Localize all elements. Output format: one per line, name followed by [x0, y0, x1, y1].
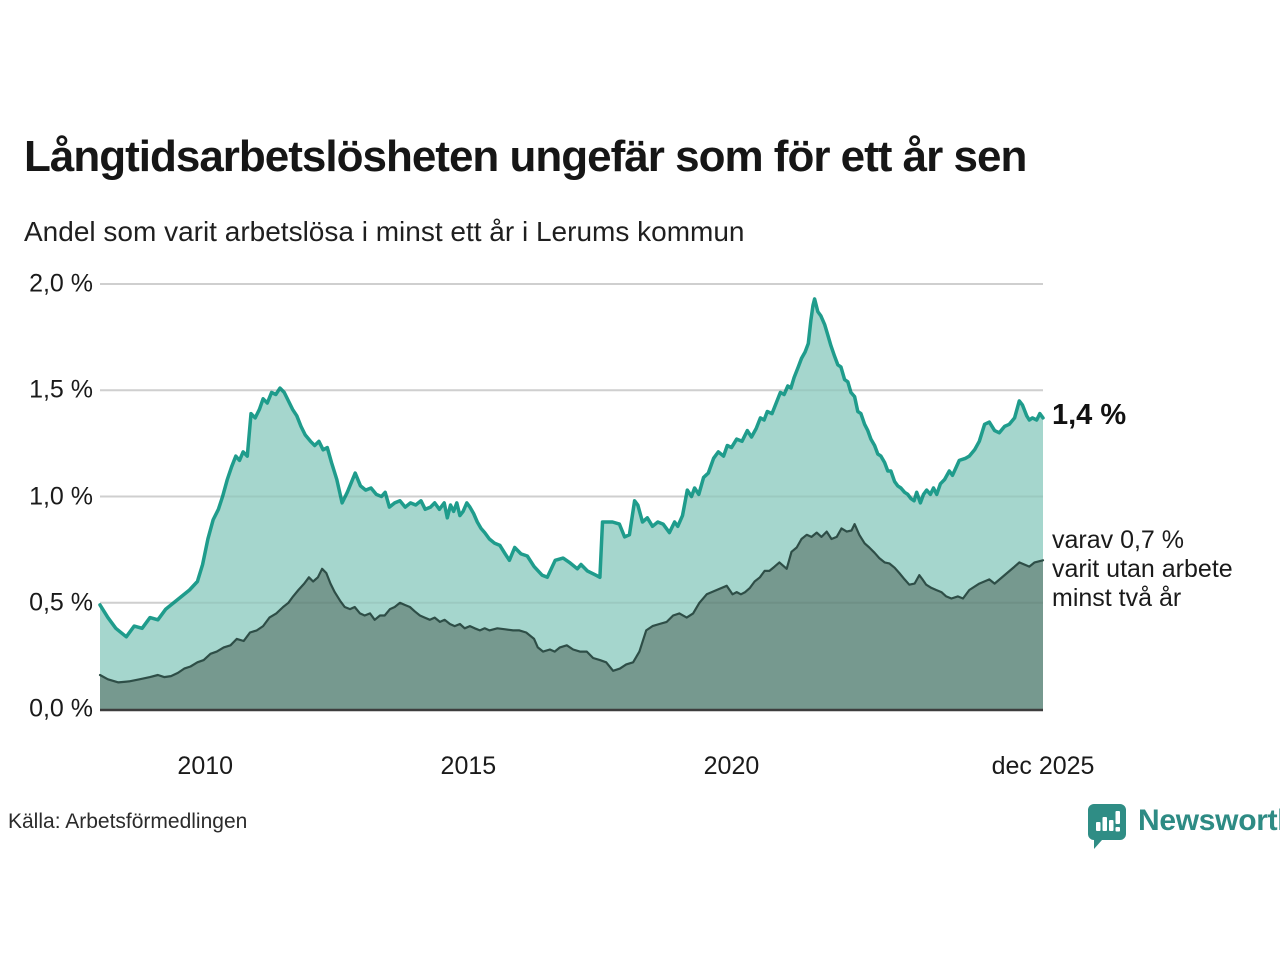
y-axis-tick-label: 0,5 %: [29, 588, 93, 617]
y-axis-tick-label: 1,0 %: [29, 482, 93, 510]
y-axis-tick-label: 0,0 %: [29, 694, 93, 723]
secondary-series-note: varav 0,7 % varit utan arbete minst två …: [1052, 526, 1233, 612]
y-axis-tick-label: 1,5 %: [29, 375, 93, 404]
newsworthy-brand: Newsworthy: [1088, 802, 1280, 850]
y-axis-tick-label: 2,0 %: [29, 269, 93, 298]
latest-value-label: 1,4 %: [1052, 399, 1127, 431]
newsworthy-logo-icon: [1088, 804, 1126, 849]
source-note: Källa: Arbetsförmedlingen: [8, 810, 248, 833]
x-axis-tick-label: 2015: [440, 752, 497, 780]
x-axis-tick-label: 2020: [703, 752, 760, 780]
area-series-two-year: [100, 524, 1043, 709]
newsworthy-wordmark: Newsworthy: [1138, 804, 1280, 837]
x-axis-tick-label: dec 2025: [991, 752, 1095, 780]
line-series-one-year: [98, 297, 1045, 639]
x-axis-tick-label: 2010: [177, 752, 234, 780]
page-subtitle: Andel som varit arbetslösa i minst ett å…: [24, 216, 745, 247]
page-title: Långtidsarbetslösheten ungefär som för e…: [24, 132, 1027, 181]
line-series-two-year: [98, 523, 1045, 684]
